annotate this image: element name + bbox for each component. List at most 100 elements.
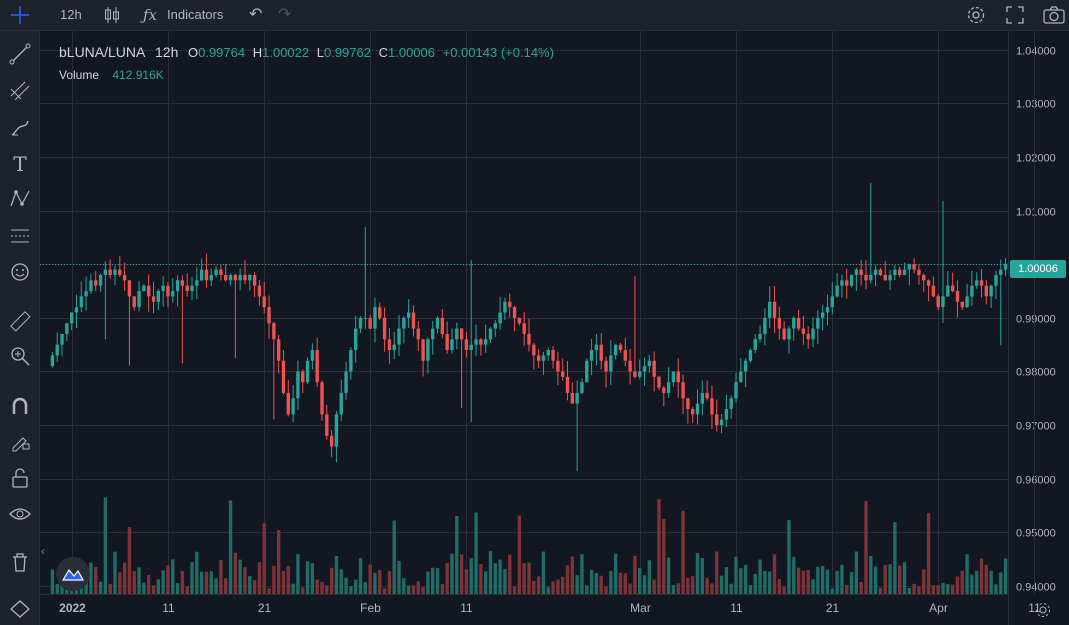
symbol-name[interactable]: bLUNA/LUNA — [59, 44, 146, 60]
candle-body — [445, 333, 449, 351]
volume-bar — [305, 561, 310, 594]
volume-bar — [517, 515, 522, 594]
candle-body — [512, 307, 517, 318]
candle-body — [339, 392, 343, 415]
volume-bar — [970, 574, 974, 594]
candles-icon[interactable] — [102, 6, 122, 24]
candle-body — [613, 344, 618, 356]
volume-bar — [315, 579, 319, 594]
indicators-button[interactable]: Indicators — [167, 7, 224, 22]
volume-bar — [984, 564, 989, 594]
volume-bar — [503, 569, 507, 594]
candle-body — [262, 296, 266, 308]
candle-body — [74, 307, 79, 313]
fx-icon[interactable]: ƒx — [143, 6, 158, 24]
volume-bar — [522, 563, 526, 594]
volume-bar — [532, 580, 536, 594]
candle-body — [219, 269, 223, 275]
magnet-icon[interactable] — [0, 391, 40, 421]
candle-body — [922, 274, 926, 281]
volume-bar — [902, 562, 907, 594]
volume-bar — [142, 582, 146, 594]
candle-body — [493, 323, 497, 329]
volume-bar — [122, 562, 127, 594]
pattern-icon[interactable] — [0, 184, 40, 214]
volume-bar — [276, 530, 281, 594]
volume-bar — [435, 568, 440, 594]
candle-body — [652, 360, 656, 377]
settings-icon[interactable] — [966, 5, 986, 25]
candle-body — [50, 355, 55, 367]
candle-body — [638, 371, 642, 377]
volume-bar — [406, 585, 411, 594]
candle-body — [329, 435, 334, 447]
candle-body — [156, 291, 161, 302]
candle-body — [897, 269, 902, 275]
tradingview-logo-icon[interactable] — [56, 557, 90, 591]
volume-bar — [411, 585, 416, 594]
candle-body — [344, 371, 348, 393]
emoji-icon[interactable] — [0, 257, 40, 287]
volume-bar — [676, 583, 680, 594]
axis-settings-icon[interactable] — [1034, 601, 1052, 619]
crosshair-icon[interactable] — [9, 4, 31, 26]
volume-bar — [358, 558, 363, 594]
forecast-icon[interactable] — [0, 221, 40, 251]
unlock-icon[interactable] — [0, 463, 40, 493]
brush-icon[interactable] — [0, 113, 40, 143]
camera-icon[interactable] — [1043, 6, 1065, 24]
volume-bar — [325, 585, 329, 594]
volume-bar — [257, 562, 262, 594]
volume-bar — [94, 566, 98, 594]
volume-bar — [541, 551, 546, 594]
ruler-icon[interactable] — [0, 306, 40, 336]
zoom-icon[interactable] — [0, 341, 40, 371]
candle-body — [806, 333, 810, 340]
candle-body — [397, 328, 401, 345]
redo-icon[interactable]: ↷ — [278, 6, 292, 23]
candle-body — [248, 274, 252, 281]
collapse-sidebar-icon[interactable]: ‹ — [41, 544, 45, 558]
fullscreen-icon[interactable] — [1006, 6, 1024, 24]
text-icon[interactable]: T — [13, 152, 27, 176]
x-tick-label: Mar — [630, 601, 651, 615]
candle-body — [604, 360, 608, 372]
candle-body — [522, 323, 526, 334]
undo-icon[interactable]: ↶ — [249, 6, 263, 23]
volume-bar — [739, 568, 743, 594]
candle-body — [546, 350, 550, 356]
candle-body — [479, 339, 483, 345]
candle-body — [127, 280, 132, 297]
trend-line-icon[interactable] — [0, 39, 40, 69]
candle-body — [310, 350, 315, 361]
volume-bar — [238, 559, 242, 594]
volume-bar — [175, 583, 180, 594]
chart-area[interactable]: 1.040001.030001.020001.010001.000000.990… — [40, 31, 1069, 625]
candle-body — [999, 269, 1003, 275]
candle-body — [301, 371, 305, 383]
candle-body — [65, 323, 69, 334]
candle-body — [291, 398, 295, 415]
candle-body — [849, 274, 854, 286]
layers-icon[interactable] — [0, 594, 40, 624]
candle-body — [474, 339, 478, 345]
top-toolbar: 12h ƒx Indicators ↶ ↷ — [0, 0, 1069, 31]
eye-icon[interactable] — [0, 499, 40, 529]
last-price-tag: 1.00006 — [1010, 260, 1066, 278]
fib-icon[interactable] — [0, 76, 40, 106]
volume-bar — [431, 567, 435, 594]
candle-body — [705, 392, 709, 399]
trash-icon[interactable] — [0, 547, 40, 577]
candle-body — [527, 333, 531, 345]
price-axis — [1008, 31, 1069, 625]
candlestick-chart[interactable]: 1.040001.030001.020001.010001.000000.990… — [40, 31, 1069, 625]
candle-body — [796, 317, 801, 329]
y-tick-label: 1.01000 — [1016, 207, 1056, 219]
volume-bar — [671, 585, 676, 594]
lock-drawing-icon[interactable] — [0, 426, 40, 456]
candle-body — [580, 382, 584, 393]
interval-button[interactable]: 12h — [60, 7, 82, 22]
candle-body — [455, 328, 459, 340]
volume-bar — [820, 565, 825, 594]
candle-body — [666, 382, 671, 393]
